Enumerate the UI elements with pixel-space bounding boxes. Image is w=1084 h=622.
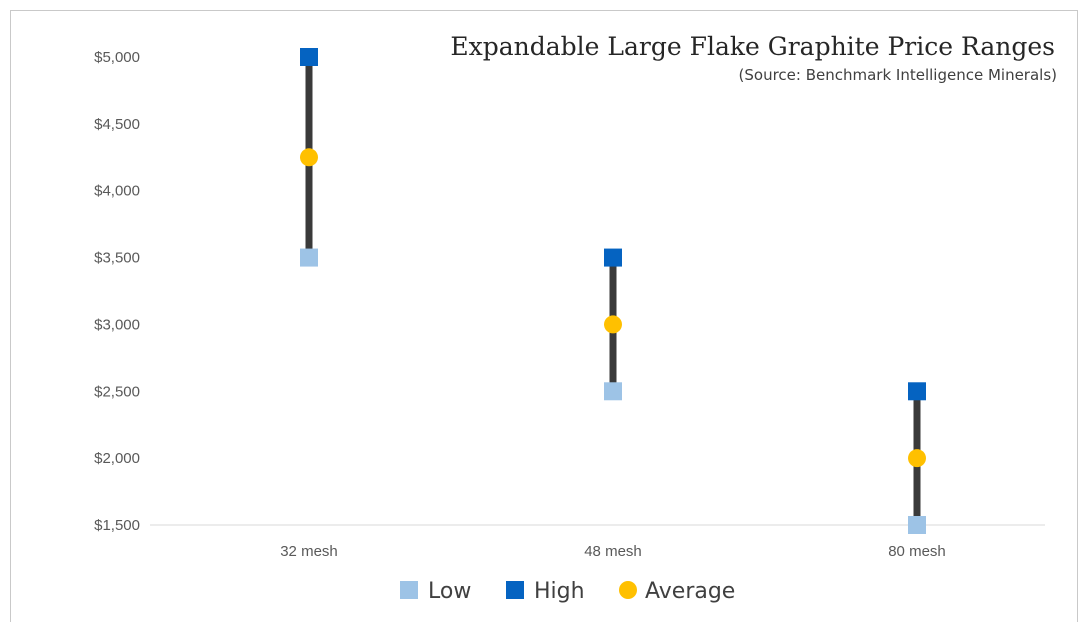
low-marker [604,382,622,401]
legend-high-swatch [506,581,524,599]
chart-title: Expandable Large Flake Graphite Price Ra… [450,32,1055,61]
y-tick-label: $2,500 [94,383,140,400]
legend-average-swatch [619,581,637,599]
y-tick-label: $3,000 [94,316,140,333]
legend-average-label: Average [645,579,735,604]
chart-subtitle: (Source: Benchmark Intelligence Minerals… [739,66,1057,84]
legend-low-label: Low [428,579,471,604]
y-tick-label: $2,000 [94,450,140,467]
y-tick-label: $1,500 [94,517,140,534]
low-marker [908,516,926,534]
low-marker [300,248,318,267]
high-marker [908,382,926,401]
average-marker [908,449,926,468]
chart-frame [10,10,1078,622]
average-marker [604,315,622,334]
x-tick-label: 32 mesh [280,543,338,560]
average-marker [300,148,318,167]
x-tick-label: 48 mesh [584,543,642,560]
y-tick-label: $4,500 [94,116,140,133]
x-tick-label: 80 mesh [888,543,946,560]
high-marker [604,248,622,267]
y-tick-label: $4,000 [94,183,140,200]
legend-high-label: High [534,579,585,604]
legend-low-swatch [400,581,418,599]
y-tick-label: $3,500 [94,250,140,267]
high-marker [300,48,318,66]
y-tick-label: $5,000 [94,49,140,66]
